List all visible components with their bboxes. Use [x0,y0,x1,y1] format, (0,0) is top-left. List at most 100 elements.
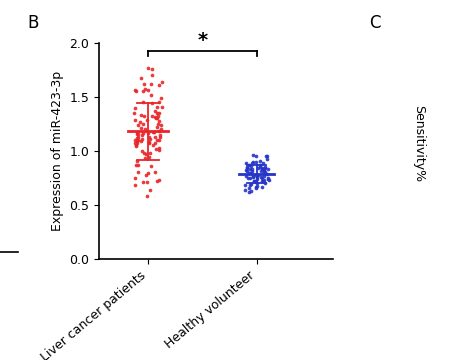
Point [264,176,271,182]
Point [135,122,142,127]
Point [157,134,164,140]
Point [145,154,152,159]
Point [157,132,164,138]
Point [130,111,138,116]
Point [246,166,253,172]
Point [261,177,268,183]
Point [254,174,261,180]
Point [147,81,154,87]
Text: C: C [369,14,381,32]
Point [264,153,271,159]
Point [138,125,145,131]
Point [244,164,251,170]
Point [254,165,261,171]
Point [145,134,153,140]
Point [245,170,252,175]
Point [248,166,255,172]
Point [248,161,255,166]
Point [143,117,150,123]
Text: Sensitivity%: Sensitivity% [412,105,425,183]
Point [133,162,140,168]
Point [264,175,271,181]
Point [249,152,256,158]
Point [154,125,161,130]
Point [149,142,156,148]
Point [135,169,142,175]
Point [148,100,155,106]
Point [247,188,254,193]
Point [245,175,252,181]
Point [258,184,265,190]
Point [252,159,259,165]
Point [245,162,252,168]
Point [140,180,147,185]
Point [131,183,139,188]
Point [248,170,255,176]
Point [140,81,148,87]
Point [142,126,149,132]
Point [139,130,146,136]
Point [247,182,254,188]
Point [250,173,257,179]
Point [264,156,271,162]
Point [132,87,139,93]
Point [254,172,261,178]
Point [257,174,264,180]
Point [243,159,250,165]
Point [252,179,260,185]
Point [133,129,140,135]
Point [251,178,258,184]
Point [259,166,266,172]
Point [245,189,252,195]
Point [154,121,162,127]
Point [147,136,154,142]
Point [142,172,149,177]
Point [144,87,152,93]
Point [137,139,144,144]
Point [252,185,260,190]
Point [158,95,165,101]
Point [261,180,268,186]
Point [147,163,154,168]
Point [146,150,153,156]
Point [134,138,141,144]
Point [258,165,265,171]
Point [148,93,155,98]
Point [134,135,141,141]
Point [242,167,249,173]
Point [248,163,255,169]
Point [252,184,260,190]
Point [152,115,159,121]
Point [141,113,148,119]
Point [256,158,264,164]
Point [250,178,257,184]
Point [137,112,144,118]
Point [248,181,255,186]
Point [135,162,142,168]
Point [256,164,263,170]
Point [246,175,253,181]
Point [155,145,162,151]
Point [155,177,162,183]
Text: *: * [198,31,207,50]
Point [253,180,261,186]
Point [156,128,163,134]
Point [152,108,159,114]
Point [153,115,161,121]
Point [141,155,149,161]
Point [143,193,150,199]
Point [244,168,251,174]
Point [263,153,270,159]
Point [157,126,164,132]
Point [140,99,147,104]
Point [155,110,162,116]
Point [148,66,156,72]
Point [242,173,249,179]
Point [260,174,267,179]
Point [158,122,165,128]
Point [148,113,155,119]
Point [153,137,161,143]
Point [131,117,139,123]
Point [143,151,150,157]
Text: B: B [27,14,38,32]
